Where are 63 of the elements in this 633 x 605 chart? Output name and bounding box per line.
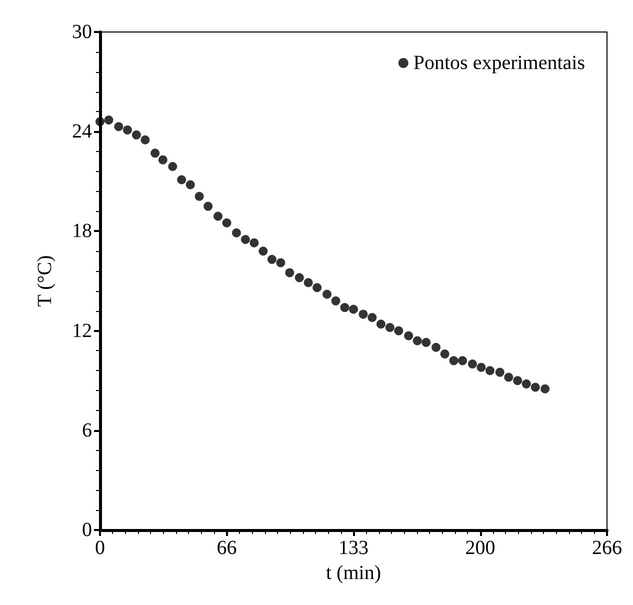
- point: [312, 283, 322, 292]
- point: [368, 313, 377, 322]
- point: [522, 379, 531, 388]
- point: [358, 310, 368, 319]
- point: [304, 278, 313, 288]
- point: [476, 362, 486, 372]
- point: [267, 254, 276, 264]
- point: [349, 304, 358, 314]
- point: [440, 350, 450, 359]
- point: [495, 368, 504, 377]
- point: [168, 162, 178, 171]
- point: [331, 296, 340, 306]
- point: [504, 372, 514, 382]
- point: [513, 376, 522, 386]
- point: [340, 303, 350, 312]
- point: [294, 273, 304, 282]
- point: [194, 192, 204, 201]
- x-tick-label: 200: [465, 537, 496, 559]
- point: [404, 331, 414, 340]
- point: [177, 175, 186, 184]
- point: [114, 122, 124, 132]
- y-tick-label: 12: [72, 320, 92, 342]
- point: [232, 228, 241, 238]
- x-tick-label: 266: [592, 537, 622, 559]
- point: [204, 202, 213, 211]
- y-tick-label: 18: [72, 220, 92, 242]
- y-tick-label: 6: [82, 419, 92, 442]
- x-tick-label: 133: [338, 537, 368, 559]
- point: [394, 326, 404, 336]
- point: [322, 290, 332, 299]
- point: [132, 130, 141, 140]
- point: [376, 320, 386, 329]
- point: [240, 235, 250, 244]
- point: [258, 246, 268, 256]
- point: [485, 366, 494, 376]
- point: [530, 382, 540, 392]
- legend-label: Pontos experimentais: [413, 52, 586, 74]
- point: [158, 155, 168, 164]
- y-tick-label: 30: [72, 21, 92, 43]
- point: [449, 356, 458, 366]
- point: [468, 360, 477, 368]
- point: [458, 356, 468, 366]
- point: [385, 322, 394, 332]
- point: [250, 238, 259, 248]
- point: [285, 268, 294, 278]
- point: [422, 338, 431, 347]
- point: [122, 125, 132, 134]
- point: [104, 115, 114, 124]
- y-tick-label: 24: [72, 120, 92, 143]
- point: [432, 342, 441, 352]
- point: [150, 148, 160, 158]
- x-tick-label: 66: [216, 537, 237, 559]
- y-axis-title: T (°C): [34, 255, 56, 307]
- point: [222, 218, 232, 228]
- point: [96, 117, 104, 126]
- point: [186, 180, 195, 190]
- point: [140, 135, 150, 144]
- point: [213, 212, 222, 221]
- point: [276, 258, 286, 268]
- y-tick-label: 0: [82, 519, 92, 541]
- point: [412, 336, 422, 346]
- x-axis-title: t (min): [326, 562, 381, 584]
- point: [540, 384, 550, 394]
